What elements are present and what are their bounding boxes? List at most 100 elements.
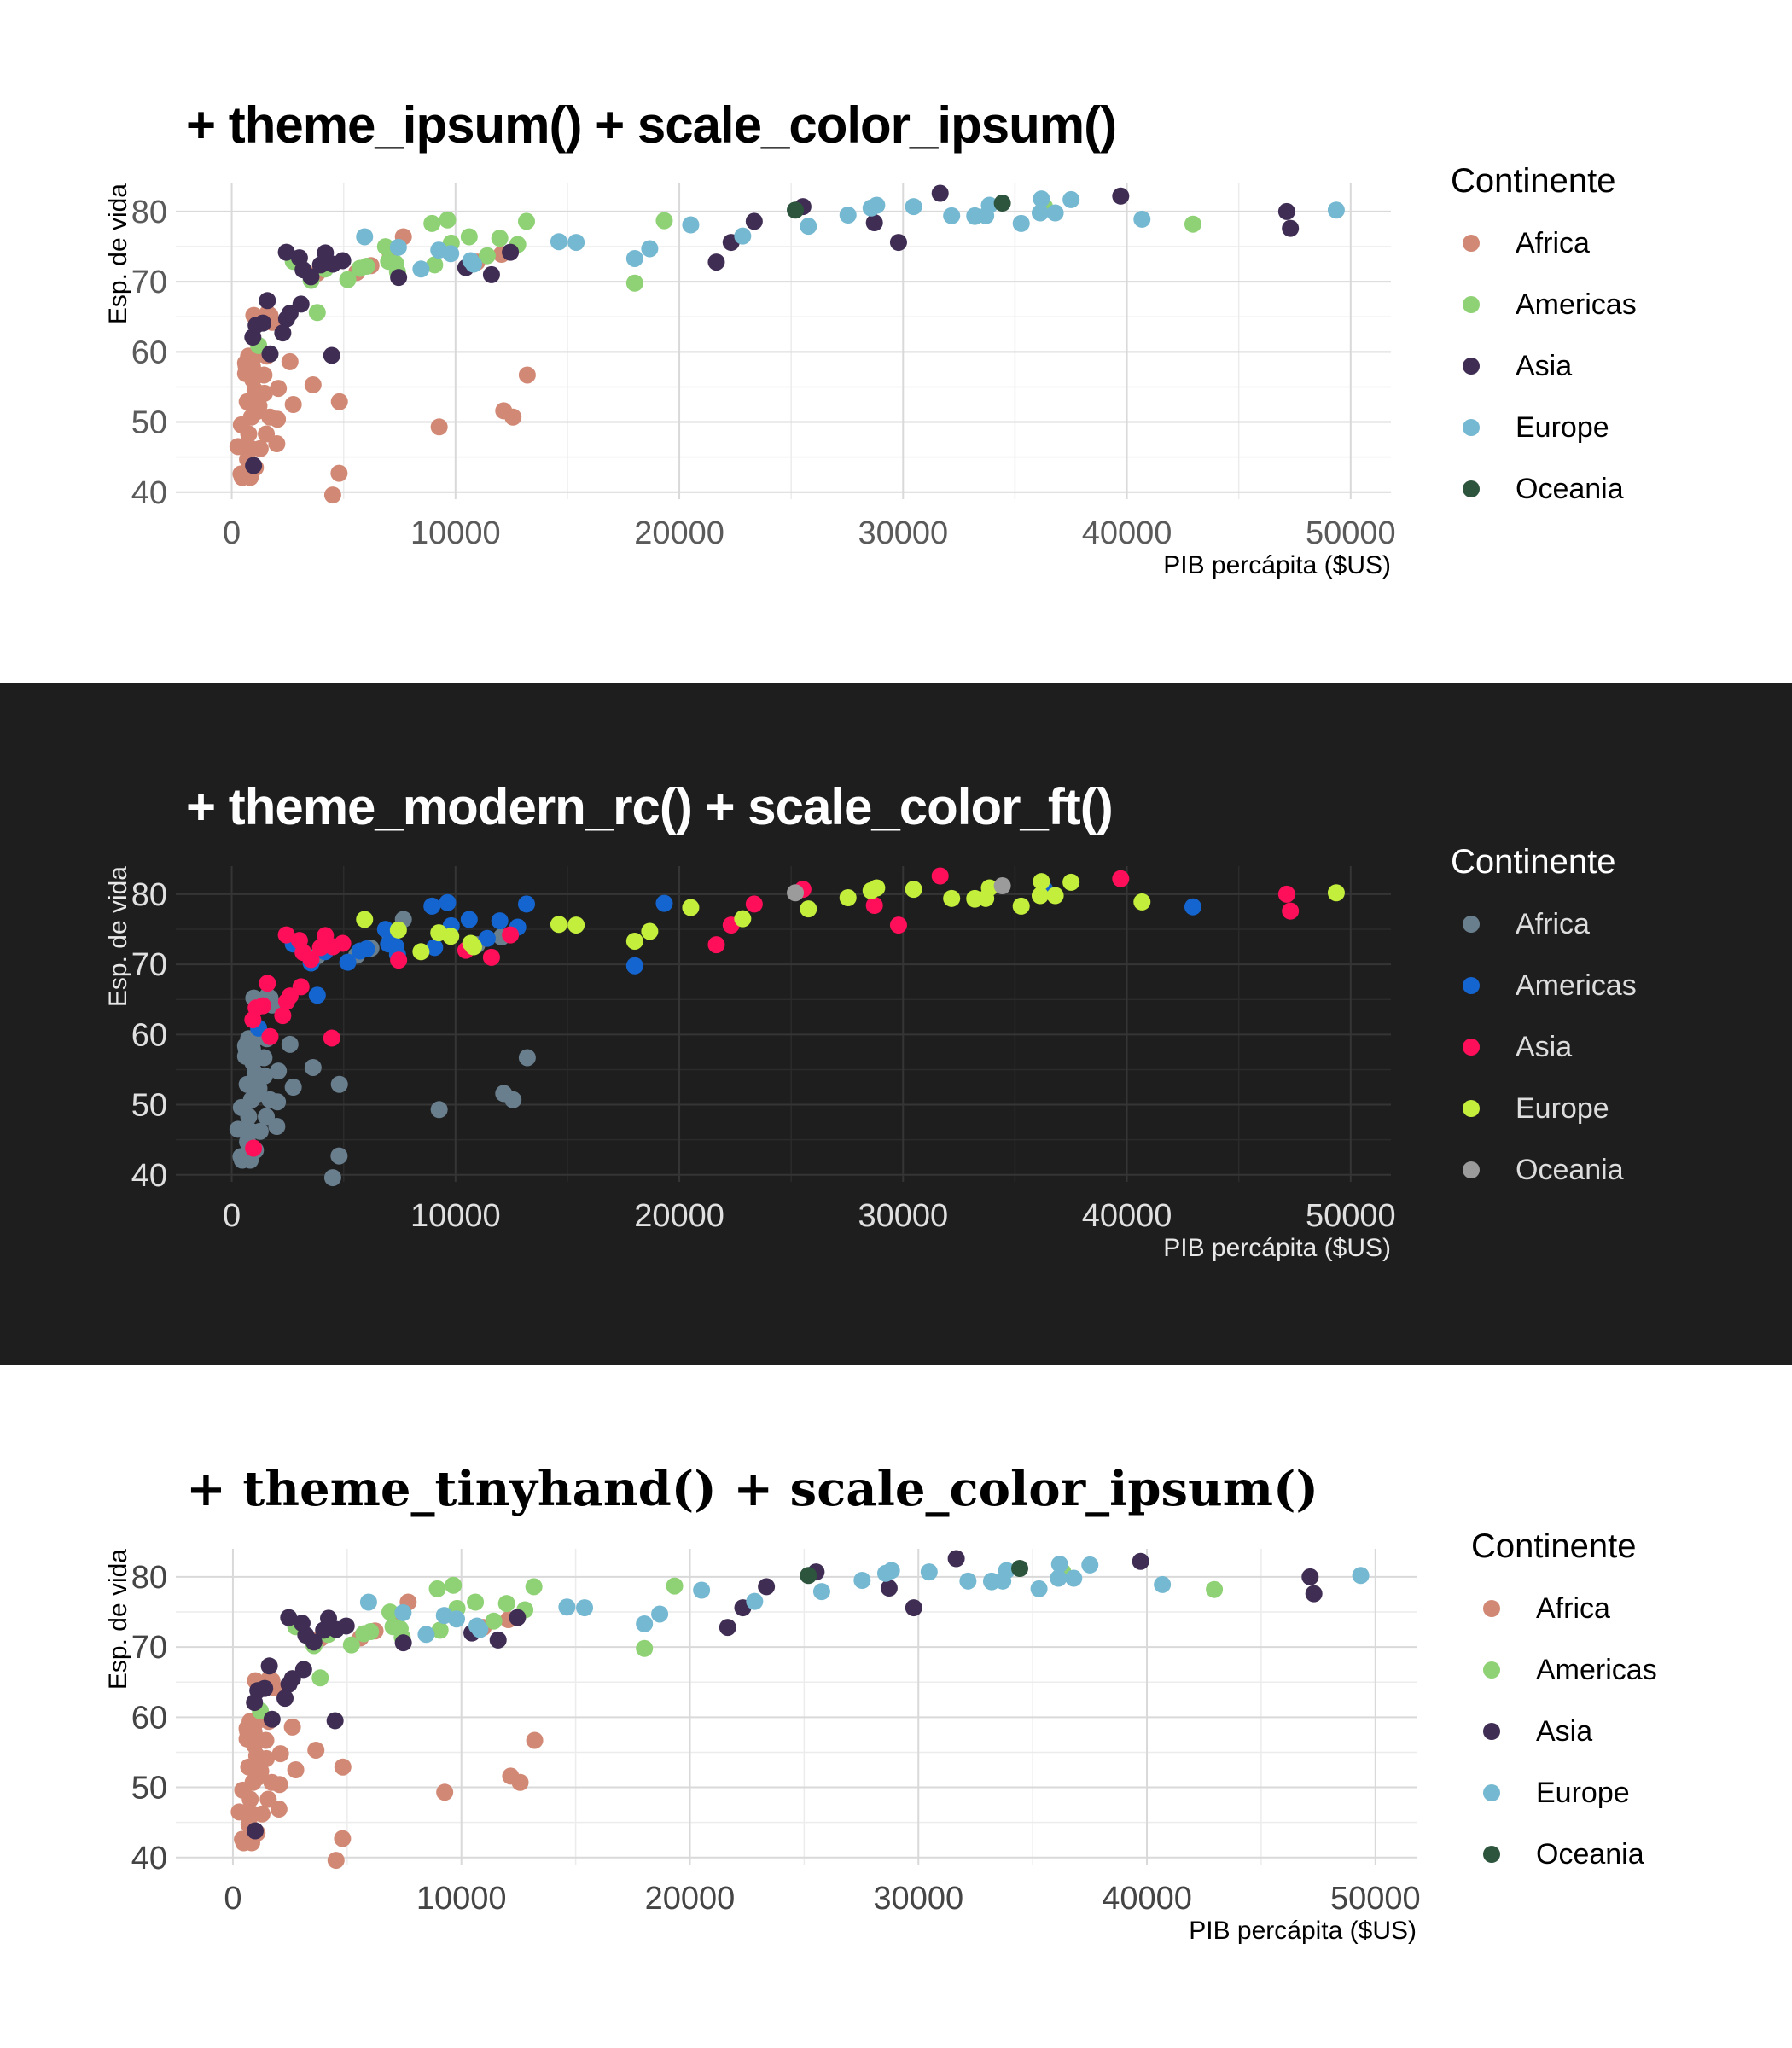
data-point-europe	[882, 1562, 900, 1580]
data-point-asia	[274, 1007, 292, 1025]
data-point-africa	[251, 439, 269, 457]
legend-label: Oceania	[1516, 1153, 1624, 1186]
chart-panel-modern-rc: + theme_modern_rc() + scale_color_ft() 0…	[0, 683, 1792, 1365]
data-point-americas	[467, 1593, 485, 1611]
legend-item-europe: Europe	[1451, 397, 1637, 458]
data-point-americas	[439, 893, 457, 911]
data-point-africa	[233, 468, 251, 486]
data-point-americas	[381, 1603, 399, 1621]
y-tick-label: 60	[131, 1017, 167, 1053]
data-point-africa	[284, 396, 302, 413]
data-point-africa	[270, 380, 288, 398]
data-point-americas	[426, 256, 444, 274]
legend-label: Asia	[1536, 1714, 1593, 1748]
data-point-americas	[431, 1621, 449, 1639]
data-point-asia	[320, 1609, 338, 1627]
y-tick-label: 80	[131, 1560, 167, 1596]
legend-title: Continente	[1471, 1527, 1637, 1565]
data-point-africa	[270, 1801, 288, 1818]
data-point-asia	[889, 916, 907, 934]
data-point-asia	[277, 243, 295, 261]
data-point-asia	[482, 948, 500, 966]
data-point-americas	[491, 230, 509, 247]
data-point-europe	[1352, 1567, 1370, 1585]
data-point-africa	[251, 1122, 269, 1140]
data-point-europe	[734, 910, 752, 928]
data-point-europe	[980, 879, 998, 897]
data-point-americas	[426, 939, 444, 957]
legend-label: Africa	[1516, 907, 1590, 940]
data-point-europe	[1133, 893, 1151, 911]
data-point-africa	[248, 1085, 266, 1103]
data-point-europe	[1050, 1569, 1068, 1587]
data-point-europe	[800, 218, 817, 236]
legend-label: Africa	[1536, 1591, 1610, 1625]
data-point-africa	[247, 1747, 265, 1765]
data-point-africa	[304, 1058, 322, 1076]
data-point-asia	[931, 867, 949, 885]
data-point-asia	[290, 249, 308, 267]
chart-panel-tinyhand: + theme_tinyhand() + scale_color_ipsum()…	[0, 1365, 1792, 2048]
data-point-europe	[576, 1599, 594, 1617]
chart-title: + theme_ipsum() + scale_color_ipsum()	[186, 96, 1117, 154]
data-point-africa	[304, 375, 322, 393]
legend-item-oceania: Oceania	[1451, 1139, 1637, 1201]
data-point-americas	[342, 1636, 360, 1654]
data-point-asia	[502, 926, 520, 944]
data-point-americas	[491, 912, 509, 930]
y-tick-label: 50	[131, 1088, 167, 1124]
data-point-europe	[853, 1572, 871, 1589]
legend: Continente Africa Americas Asia Europe O…	[1471, 1527, 1657, 1885]
data-point-asia	[283, 1670, 301, 1688]
data-point-asia	[905, 1599, 922, 1617]
data-point-europe	[943, 889, 961, 907]
legend-item-oceania: Oceania	[1451, 458, 1637, 520]
data-point-europe	[1133, 210, 1151, 228]
data-point-asia	[707, 253, 725, 271]
data-point-africa	[518, 1049, 536, 1067]
data-point-europe	[966, 889, 984, 907]
legend-item-africa: Africa	[1471, 1578, 1657, 1639]
data-point-europe	[442, 928, 460, 945]
data-point-europe	[998, 1562, 1015, 1580]
data-point-asia	[260, 1657, 278, 1675]
data-point-africa	[330, 393, 348, 410]
legend-swatch	[1463, 419, 1480, 436]
data-point-europe	[800, 900, 817, 918]
data-point-africa	[330, 1075, 348, 1093]
data-point-asia	[259, 292, 276, 310]
data-point-europe	[1031, 887, 1049, 905]
data-point-europe	[412, 260, 430, 278]
data-point-africa	[281, 1035, 299, 1053]
data-point-americas	[311, 1669, 329, 1687]
legend-item-americas: Americas	[1471, 1639, 1657, 1701]
legend-swatch	[1483, 1661, 1500, 1679]
data-point-americas	[517, 212, 535, 230]
data-point-europe	[550, 916, 567, 934]
legend-swatch	[1463, 977, 1480, 994]
legend-swatch	[1463, 916, 1480, 933]
legend-label: Asia	[1516, 349, 1573, 382]
data-point-americas	[1206, 1580, 1224, 1598]
data-point-europe	[1065, 1569, 1083, 1587]
data-point-europe	[1033, 190, 1050, 208]
y-axis-label: Esp. de vida	[104, 183, 132, 324]
x-axis-label: PIB percápita ($US)	[1163, 1234, 1391, 1262]
data-point-asia	[947, 1550, 965, 1568]
data-point-europe	[1154, 1575, 1172, 1593]
data-point-asia	[277, 926, 295, 944]
data-point-americas	[478, 247, 496, 265]
data-point-europe	[920, 1563, 938, 1581]
data-point-europe	[567, 916, 585, 934]
legend-label: Oceania	[1536, 1837, 1644, 1871]
x-tick-label: 20000	[634, 515, 724, 551]
data-point-africa	[323, 1169, 341, 1187]
data-point-americas	[666, 1577, 684, 1595]
data-point-europe	[1030, 1580, 1048, 1597]
data-point-europe	[959, 1572, 977, 1590]
data-point-americas	[625, 274, 643, 292]
legend: Continente Africa Americas Asia Europe O…	[1451, 162, 1637, 520]
data-point-africa	[240, 425, 258, 443]
data-point-asia	[281, 987, 299, 1005]
data-point-americas	[423, 214, 441, 232]
